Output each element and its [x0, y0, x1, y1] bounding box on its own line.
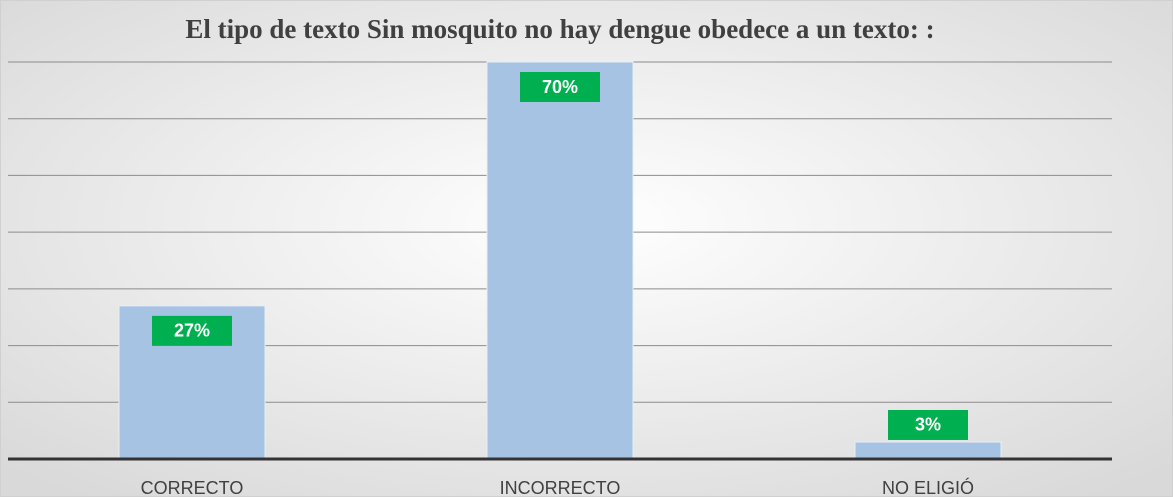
data-label: 70%	[542, 77, 578, 97]
bar	[486, 61, 634, 460]
data-label-box	[520, 72, 600, 102]
data-label: 27%	[174, 321, 210, 341]
x-tick-label: INCORRECTO	[500, 478, 621, 497]
data-label-box	[888, 409, 968, 440]
bar	[854, 441, 1002, 460]
x-tick-label: NO ELIGIÓ	[882, 477, 974, 497]
data-label-box	[152, 315, 232, 346]
chart-title: El tipo de texto Sin mosquito no hay den…	[185, 14, 934, 44]
data-label: 3%	[915, 415, 941, 435]
x-tick-label: CORRECTO	[141, 478, 244, 497]
